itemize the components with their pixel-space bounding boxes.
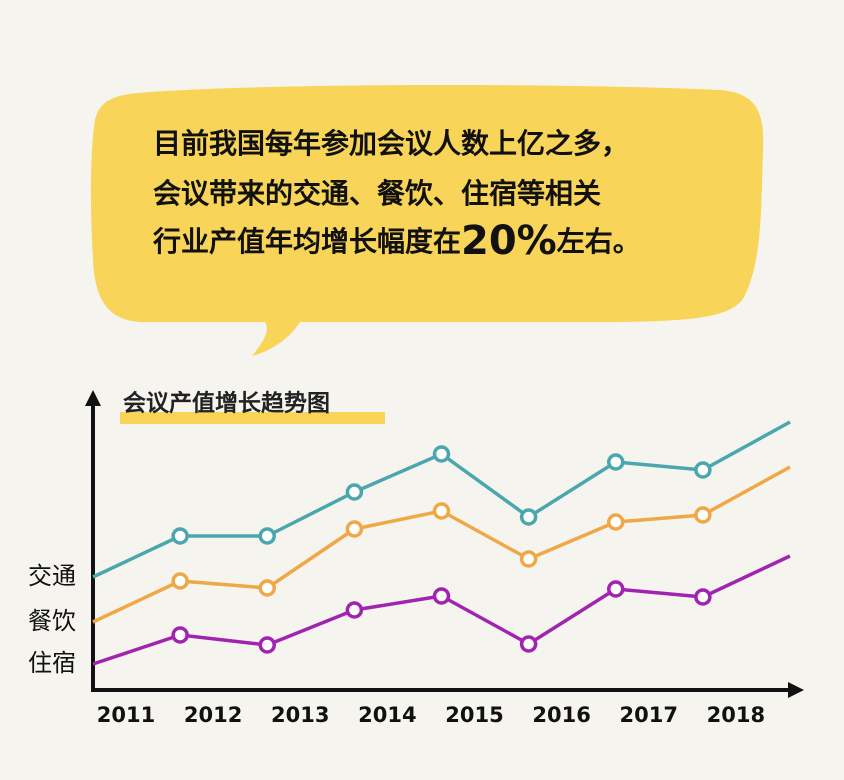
data-point (345, 483, 364, 501)
data-point (171, 626, 189, 644)
x-tick-label: 2012 (184, 703, 242, 727)
data-point (345, 601, 364, 619)
data-point (607, 580, 625, 598)
speech-bubble (90, 85, 764, 356)
data-point (432, 502, 451, 520)
chart-title: 会议产值增长趋势图 (123, 390, 330, 417)
bubble-text: 会议带来的交通、餐饮、住宿等相关 (153, 177, 601, 210)
data-point (258, 636, 276, 654)
data-point (519, 508, 538, 526)
data-point (258, 527, 276, 545)
data-point (607, 453, 625, 471)
x-tick-label: 2011 (97, 703, 155, 727)
bubble-text: 目前我国每年参加会议人数上亿之多， (153, 127, 629, 160)
data-point (694, 588, 712, 606)
data-point (432, 587, 451, 605)
data-point (432, 445, 451, 463)
x-tick-label: 2018 (707, 703, 765, 727)
series-line (92, 554, 791, 666)
data-point (519, 635, 538, 653)
data-point (694, 506, 712, 524)
x-tick-label: 2017 (620, 703, 678, 727)
x-tick-label: 2013 (271, 703, 329, 727)
title-highlight (120, 412, 385, 424)
legend-label: 住宿 (28, 649, 76, 677)
bubble-line: 行业产值年均增长幅度在20%左右。 (152, 218, 641, 264)
data-point (607, 513, 625, 531)
bubble-text: 行业产值年均增长幅度在 (152, 225, 461, 258)
x-axis-arrow (788, 682, 804, 698)
x-tick-label: 2016 (532, 703, 590, 727)
bubble-text: 左右。 (557, 225, 641, 258)
data-point (171, 572, 189, 590)
x-tick-label: 2014 (358, 703, 416, 727)
highlight-number: 20% (461, 218, 557, 264)
data-point (345, 520, 364, 538)
y-axis-arrow (85, 390, 101, 406)
x-tick-label: 2015 (445, 703, 503, 727)
data-point (519, 550, 538, 568)
legend-label: 餐饮 (28, 607, 76, 635)
bubble-line: 会议带来的交通、餐饮、住宿等相关 (153, 177, 601, 210)
data-point (258, 579, 276, 597)
legend-label: 交通 (28, 562, 76, 590)
data-point (694, 461, 712, 479)
data-point (171, 527, 189, 545)
bubble-line: 目前我国每年参加会议人数上亿之多， (153, 127, 629, 160)
